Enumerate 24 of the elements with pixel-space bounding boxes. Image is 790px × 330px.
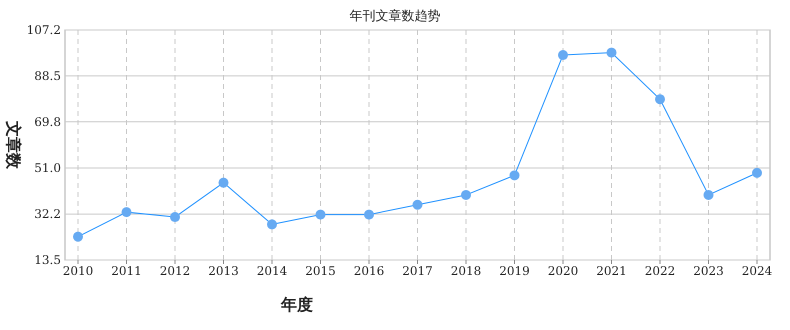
- x-tick-label: 2022: [644, 264, 676, 278]
- chart-title: 年刊文章数趋势: [350, 9, 440, 24]
- x-tick-label: 2012: [160, 264, 190, 278]
- y-tick-label: 51.0: [34, 160, 61, 175]
- y-tick-label: 88.5: [34, 68, 61, 83]
- y-tick-label: 13.5: [34, 253, 61, 267]
- x-tick-label: 2019: [499, 264, 530, 278]
- x-tick-label: 2015: [305, 264, 336, 278]
- y-axis-title: 文章数: [4, 120, 23, 170]
- y-tick-label: 107.2: [26, 23, 61, 37]
- x-tick-label: 2010: [62, 264, 94, 278]
- x-tick-label: 2024: [742, 264, 773, 278]
- y-tick-label: 69.8: [34, 114, 61, 129]
- x-tick-label: 2021: [596, 264, 627, 278]
- x-tick-label: 2017: [402, 264, 433, 278]
- x-axis-title: 年度: [280, 295, 313, 314]
- y-tick-label: 32.2: [34, 207, 61, 222]
- x-tick-label: 2016: [354, 264, 384, 278]
- x-tick-label: 2013: [208, 264, 239, 278]
- x-tick-label: 2020: [548, 264, 578, 278]
- x-tick-label: 2023: [693, 264, 724, 278]
- x-tick-label: 2014: [256, 264, 288, 278]
- x-tick-label: 2011: [111, 264, 142, 278]
- x-tick-label: 2018: [450, 264, 482, 278]
